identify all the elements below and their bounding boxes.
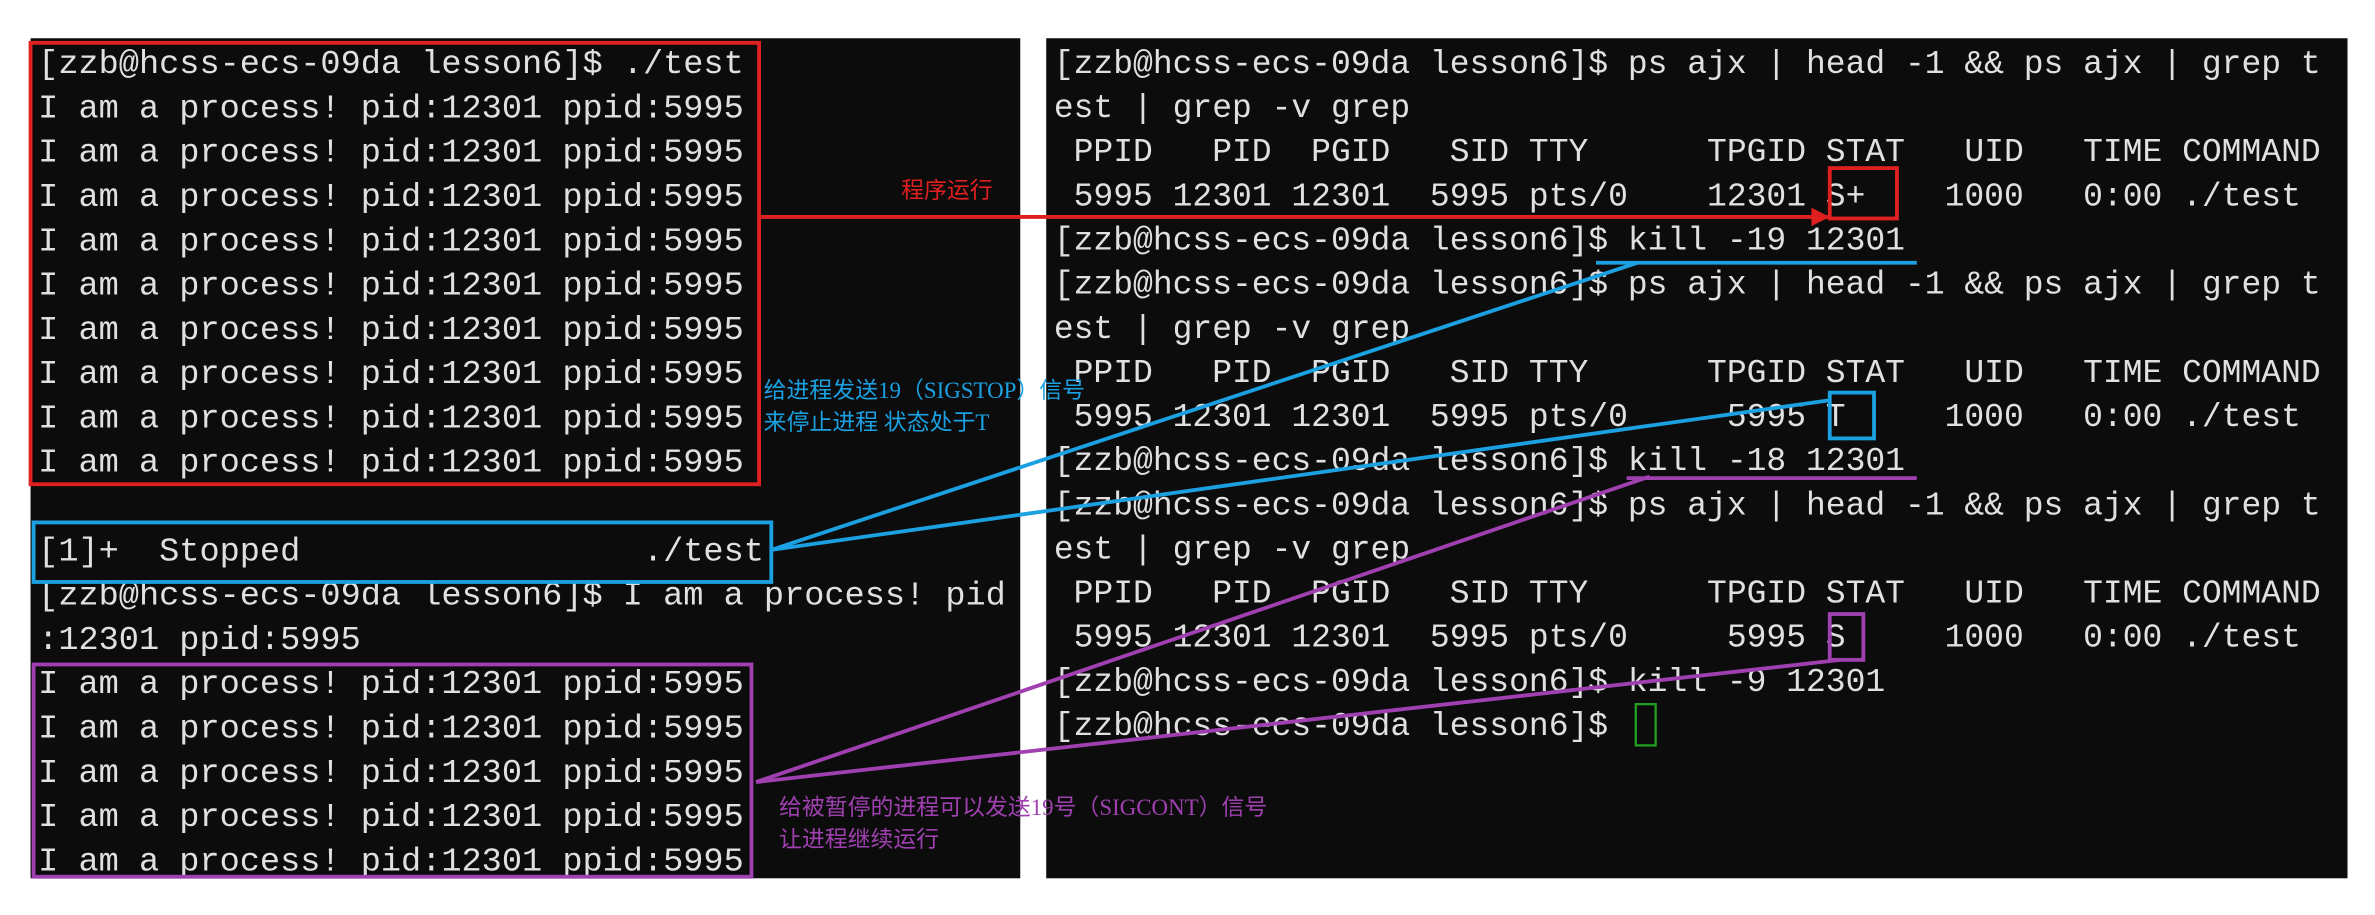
right-terminal	[1046, 38, 2348, 879]
blue-box	[31, 520, 774, 584]
terminal-line: [zzb@hcss-ecs-09da lesson6]$ kill -19 12…	[1054, 222, 1905, 259]
terminal-line: I am a process! pid:12301 ppid:5995	[38, 268, 744, 306]
terminal-line: I am a process! pid:12301 ppid:5995	[38, 223, 744, 261]
red-stat-box	[1827, 166, 1899, 221]
terminal-line: est | grep -v grep	[1054, 90, 1410, 127]
annotation: 程序运行	[901, 178, 993, 203]
terminal-line: I am a process! pid:12301 ppid:5995	[38, 90, 744, 128]
terminal-line: [1]+ Stopped ./test	[38, 533, 764, 571]
terminal-line: I am a process! pid:12301 ppid:5995	[38, 312, 744, 350]
terminal-line: [zzb@hcss-ecs-09da lesson6]$ I am a proc…	[38, 578, 1006, 616]
terminal-line: I am a process! pid:12301 ppid:5995	[38, 356, 744, 394]
terminal-line: I am a process! pid:12301 ppid:5995	[38, 710, 744, 748]
blue-arrow	[771, 398, 1831, 552]
terminal-line: 5995 12301 12301 5995 pts/0 5995 T 1000 …	[1054, 399, 2301, 436]
terminal-line: [zzb@hcss-ecs-09da lesson6]$ ps ajx | he…	[1054, 267, 2321, 304]
purple-arrow	[755, 474, 1651, 784]
terminal-line: [zzb@hcss-ecs-09da lesson6]$ ps ajx | he…	[1054, 46, 2321, 83]
texts: [zzb@hcss-ecs-09da lesson6]$ ./test I am …	[38, 46, 2320, 881]
annotations-shapes	[28, 40, 1917, 879]
terminal-line: 5995 12301 12301 5995 pts/0 12301 S+ 100…	[1054, 178, 2301, 215]
terminal-line: PPID PID PGID SID TTY TPGID STAT UID TIM…	[1054, 134, 2321, 171]
annotation: 给被暂停的进程可以发送19号（SIGCONT）信号	[779, 795, 1267, 820]
purple-stat-box	[1827, 612, 1866, 662]
terminal-line: 5995 12301 12301 5995 pts/0 5995 S 1000 …	[1054, 620, 2301, 657]
terminal-line: est | grep -v grep	[1054, 531, 1410, 568]
annotation: 来停止进程 状态处于T	[764, 410, 990, 435]
left-terminal	[30, 38, 1021, 879]
annotation: 让进程继续运行	[779, 827, 939, 852]
terminal-line: est | grep -v grep	[1054, 311, 1410, 348]
terminal-line: I am a process! pid:12301 ppid:5995	[38, 400, 744, 438]
blue-arrow	[770, 260, 1638, 552]
terminal-line: I am a process! pid:12301 ppid:5995	[38, 755, 744, 793]
terminal-line: [zzb@hcss-ecs-09da lesson6]$ ./test	[38, 46, 744, 84]
purple-box	[31, 662, 754, 879]
terminal-line: I am a process! pid:12301 ppid:5995	[38, 445, 744, 483]
cursor	[1634, 703, 1657, 747]
blue-stat-box	[1827, 390, 1876, 441]
red-arrowhead	[1811, 207, 1830, 227]
purple-arrow	[755, 657, 1841, 784]
terminal-line: I am a process! pid:12301 ppid:5995	[38, 799, 744, 837]
red-box	[28, 40, 761, 487]
terminal-line: I am a process! pid:12301 ppid:5995	[38, 179, 744, 217]
annotation: 给进程发送19（SIGSTOP）信号	[764, 378, 1085, 403]
terminal-line: :12301 ppid:5995	[38, 622, 361, 660]
terminal-line: I am a process! pid:12301 ppid:5995	[38, 666, 744, 704]
terminal-line: [zzb@hcss-ecs-09da lesson6]$ ps ajx | he…	[1054, 487, 2321, 524]
terminal-line: PPID PID PGID SID TTY TPGID STAT UID TIM…	[1054, 355, 2321, 392]
terminal-line: I am a process! pid:12301 ppid:5995	[38, 135, 744, 173]
terminal-line: PPID PID PGID SID TTY TPGID STAT UID TIM…	[1054, 576, 2321, 613]
